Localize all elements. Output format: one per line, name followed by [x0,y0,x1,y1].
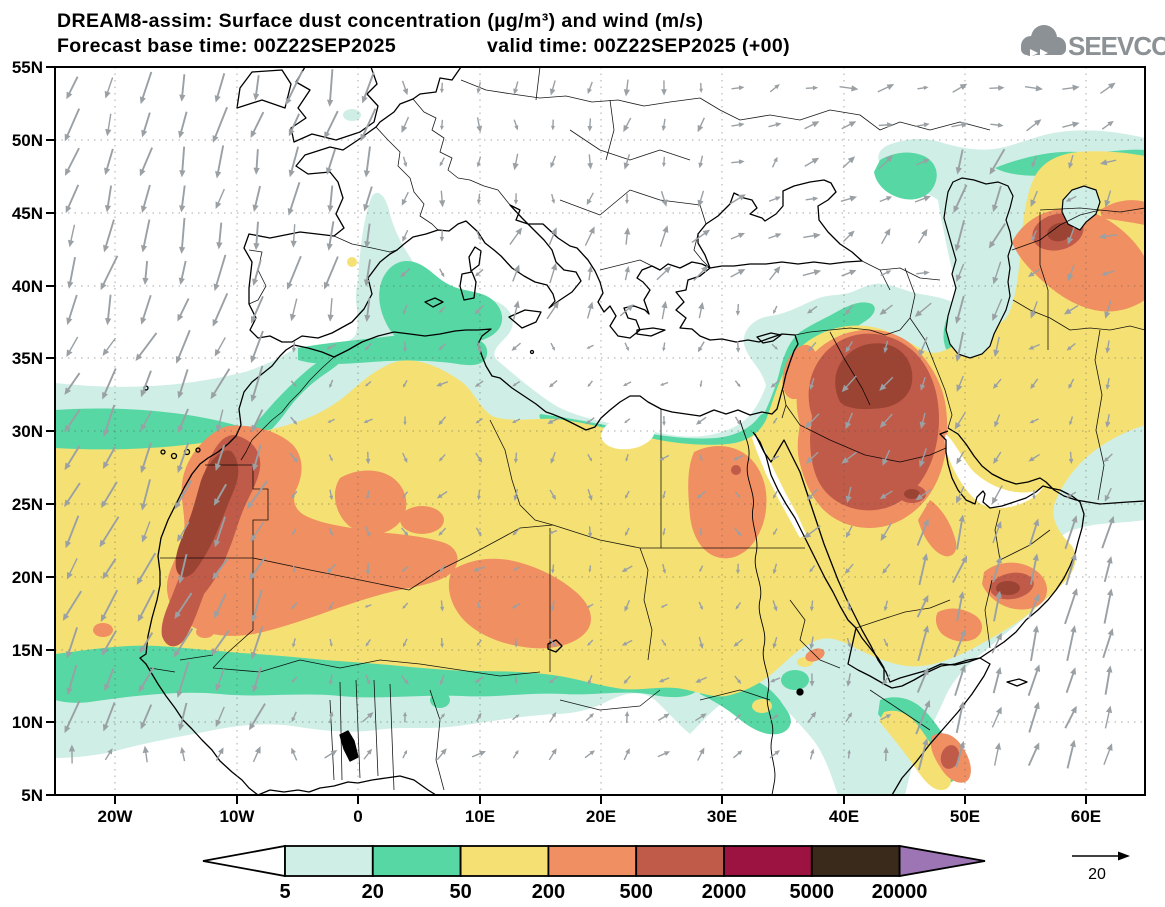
colorbar-label-5000: 5000 [790,881,835,903]
lon-label-30E: 30E [707,807,737,826]
dust-map-figure: DREAM8-assim: Surface dust concentration… [0,0,1165,907]
lat-label-35N: 35N [12,349,43,368]
lat-label-45N: 45N [12,204,43,223]
lon-label-20W: 20W [98,807,134,826]
lon-label-10W: 10W [220,807,256,826]
dust-forecast-map-page: DREAM8-assim: Surface dust concentration… [0,0,1165,907]
colorbar-label-20: 20 [362,881,384,903]
lon-label-60E: 60E [1071,807,1101,826]
seevccc-logo: SEEVCCC [1021,25,1165,61]
longitude-axis: 20W 10W 0 10E 20E 30E 40E 50E 60E [98,795,1102,826]
colorbar-segment-3 [548,846,636,876]
colorbar-segment-6 [812,846,900,876]
lat-label-10N: 10N [12,713,43,732]
lat-label-55N: 55N [12,58,43,77]
colorbar-segment-0 [285,846,373,876]
lat-label-40N: 40N [12,277,43,296]
lat-label-25N: 25N [12,495,43,514]
colorbar-label-50: 50 [449,881,471,903]
colorbar-segment-5 [724,846,812,876]
colorbar-under-triangle [203,846,285,876]
colorbar-legend: 5 20 50 200 500 2000 5000 20000 [203,846,985,903]
lat-label-20N: 20N [12,568,43,587]
wind-reference-arrowhead [1118,852,1130,861]
wind-reference-label: 20 [1088,866,1106,883]
wind-reference: 20 [1072,852,1130,884]
colorbar-label-500: 500 [620,881,653,903]
lat-label-5N: 5N [21,786,43,805]
lat-label-50N: 50N [12,131,43,150]
lon-label-0: 0 [353,807,362,826]
lat-label-15N: 15N [12,641,43,660]
colorbar-over-triangle [900,846,985,876]
logo-text: SEEVCCC [1068,31,1165,61]
cloud-icon [1021,25,1066,57]
colorbar-segment-4 [636,846,724,876]
colorbar-label-20000: 20000 [872,881,928,903]
lon-label-40E: 40E [829,807,859,826]
colorbar-label-200: 200 [532,881,565,903]
lake-tana [797,689,803,695]
lon-label-50E: 50E [950,807,980,826]
lon-label-20E: 20E [586,807,616,826]
colorbar-segment-1 [373,846,461,876]
colorbar-segment-2 [461,846,549,876]
lat-label-30N: 30N [12,422,43,441]
plot-title: DREAM8-assim: Surface dust concentration… [57,10,703,32]
forecast-base-time-label: Forecast base time: 00Z22SEP2025 [57,35,396,57]
latitude-axis: 55N 50N 45N 40N 35N 30N 25N 20N 15N 10N 5N [12,58,55,805]
colorbar-label-2000: 2000 [702,881,747,903]
lon-label-10E: 10E [465,807,495,826]
colorbar-label-5: 5 [279,881,290,903]
valid-time-label: valid time: 00Z22SEP2025 (+00) [487,35,790,57]
